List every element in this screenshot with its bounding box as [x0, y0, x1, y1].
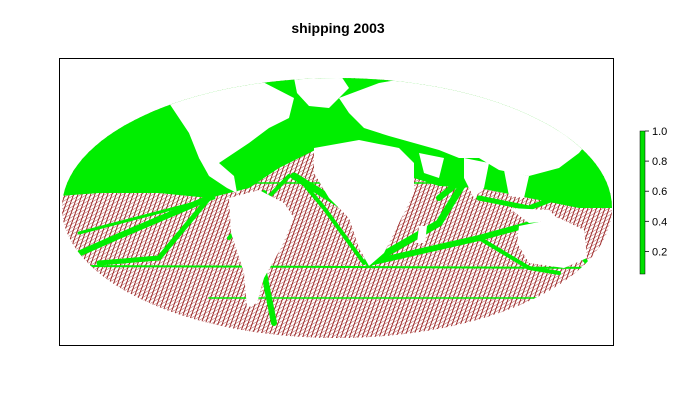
legend-tick-label: 0.4 [652, 216, 667, 228]
madagascar [417, 226, 427, 243]
indonesia [509, 208, 559, 223]
legend-tick-label: 0.6 [652, 186, 667, 198]
africa [314, 140, 414, 266]
greenland [294, 78, 349, 108]
southeast-asia [504, 170, 529, 198]
plot-frame [59, 58, 614, 346]
plot-title: shipping 2003 [291, 20, 385, 36]
legend-colorbar [639, 130, 646, 275]
north-america [154, 78, 294, 173]
legend-tick-label: 0.8 [652, 156, 667, 168]
shipping-density-map [62, 78, 612, 338]
color-legend: 1.0 0.8 0.6 0.4 0.2 [639, 126, 667, 275]
south-america [229, 190, 294, 308]
india [464, 158, 489, 198]
central-america [199, 158, 237, 193]
legend-ticks: 1.0 0.8 0.6 0.4 0.2 [645, 126, 667, 258]
legend-tick-label: 1.0 [652, 126, 667, 138]
australia [517, 218, 587, 268]
globe-body [62, 78, 612, 338]
arabia [419, 153, 444, 178]
legend-tick-label: 0.2 [652, 246, 667, 258]
new-zealand [595, 268, 607, 288]
